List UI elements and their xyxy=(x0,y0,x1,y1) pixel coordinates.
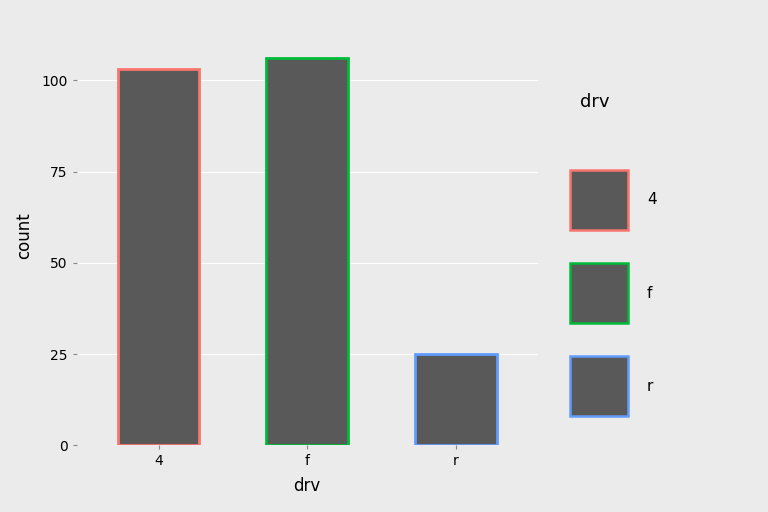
Bar xyxy=(118,70,200,445)
Text: drv: drv xyxy=(580,93,609,112)
Text: 4: 4 xyxy=(647,193,657,207)
X-axis label: drv: drv xyxy=(293,477,321,495)
Text: f: f xyxy=(647,286,652,301)
FancyBboxPatch shape xyxy=(570,356,627,416)
Bar xyxy=(415,354,497,445)
Y-axis label: count: count xyxy=(15,212,33,259)
Bar xyxy=(266,58,348,445)
FancyBboxPatch shape xyxy=(570,170,627,230)
Text: r: r xyxy=(647,379,654,394)
FancyBboxPatch shape xyxy=(570,263,627,323)
